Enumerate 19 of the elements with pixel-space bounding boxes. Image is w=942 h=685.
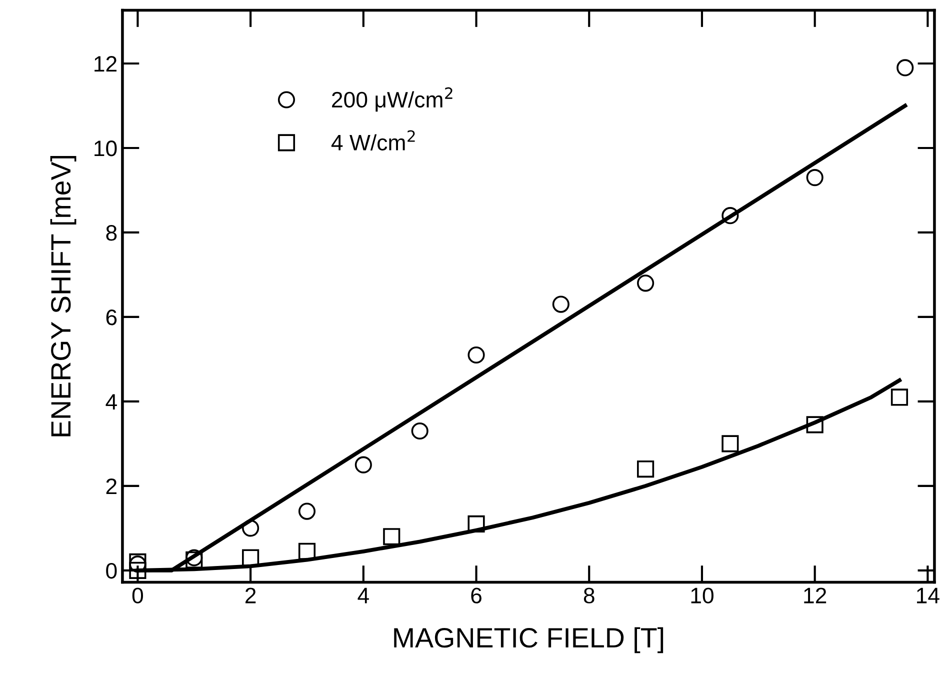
x-tick-label: 6 bbox=[471, 588, 482, 604]
x-tick-label: 8 bbox=[584, 588, 594, 604]
x-tick-label: 4 bbox=[358, 588, 369, 604]
y-tick-label: 12 bbox=[94, 56, 116, 72]
x-axis-title: MAGNETIC FIELD [T] bbox=[394, 627, 664, 654]
y-tick-label: 8 bbox=[106, 225, 117, 241]
x-tick-label: 14 bbox=[917, 588, 940, 604]
x-tick-label: 2 bbox=[245, 588, 256, 604]
legend-label: 200 μW/cm$^{2}$ bbox=[332, 87, 452, 112]
y-tick-label: 0 bbox=[106, 562, 117, 579]
y-tick-label: 10 bbox=[94, 140, 117, 156]
y-tick-label: 4 bbox=[106, 394, 117, 410]
y-tick-label: 2 bbox=[106, 478, 116, 494]
y-axis-title: ENERGY SHIFT [meV] bbox=[50, 156, 76, 436]
x-tick-label: 12 bbox=[804, 588, 826, 604]
legend-label: 4 W/cm$^{2}$ bbox=[331, 130, 415, 151]
y-tick-label: 6 bbox=[106, 309, 117, 326]
x-tick-label: 0 bbox=[132, 588, 144, 604]
x-tick-label: 10 bbox=[691, 588, 714, 604]
